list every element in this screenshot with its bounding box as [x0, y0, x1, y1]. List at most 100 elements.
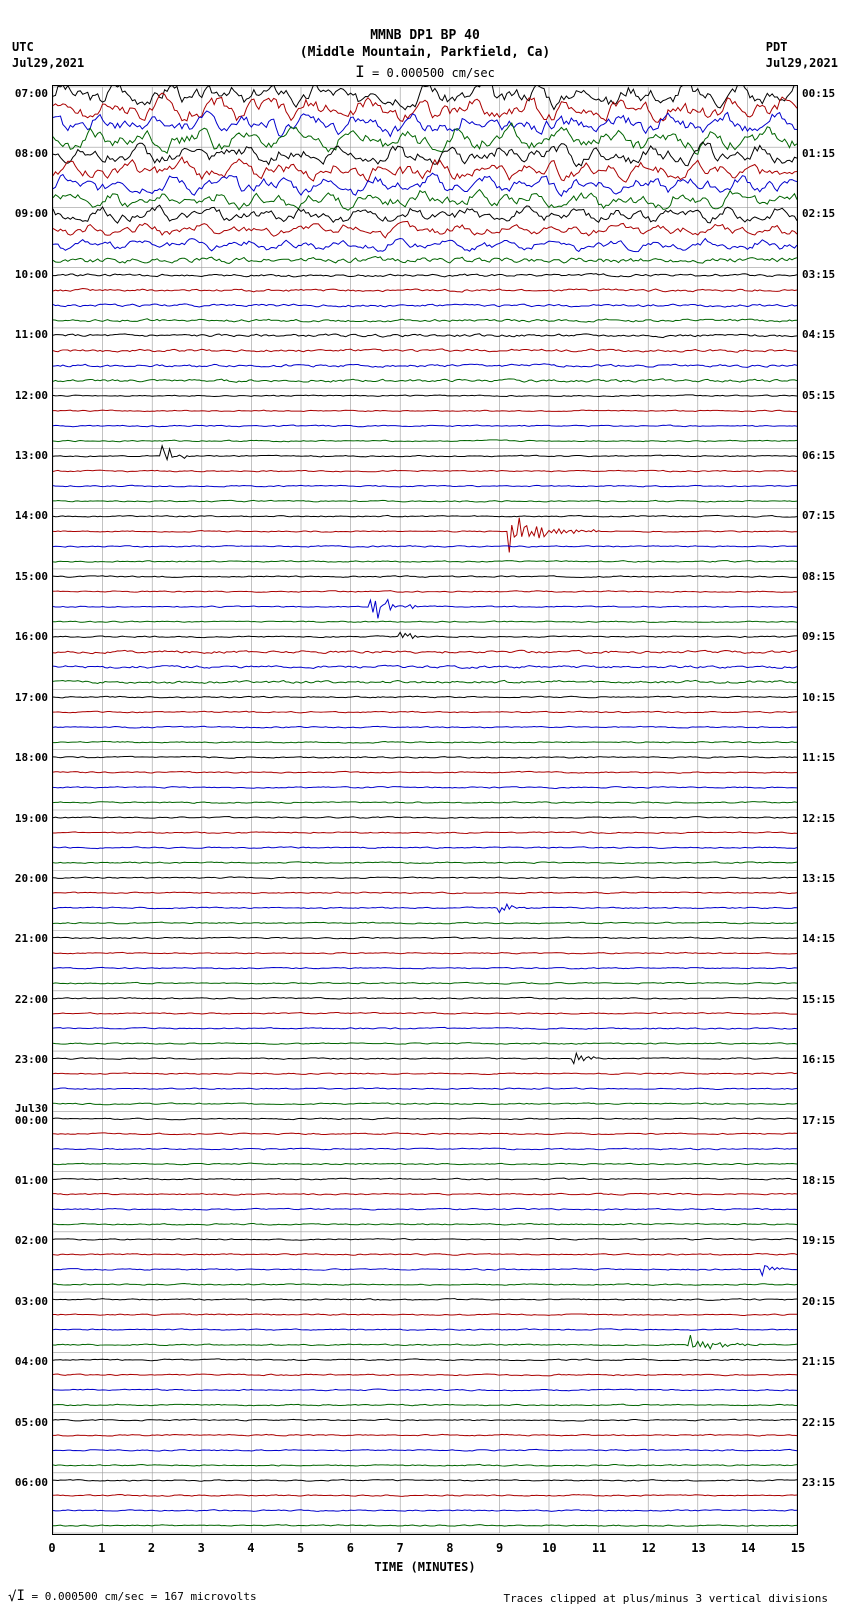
- seismic-trace: [53, 85, 797, 110]
- seismic-trace: [53, 1404, 797, 1406]
- x-tick-label: 9: [496, 1541, 503, 1555]
- seismic-trace: [53, 1088, 797, 1090]
- seismic-trace: [53, 904, 797, 913]
- seismic-trace: [53, 1495, 797, 1497]
- seismic-trace: [53, 1374, 797, 1376]
- seismic-trace: [53, 446, 797, 460]
- right-time-label: 08:15: [802, 570, 835, 583]
- x-tick-label: 7: [397, 1541, 404, 1555]
- right-time-label: 21:15: [802, 1355, 835, 1368]
- seismic-trace: [53, 1419, 797, 1421]
- right-time-label: 11:15: [802, 751, 835, 764]
- seismic-trace: [53, 274, 797, 277]
- seismic-trace: [53, 600, 797, 619]
- seismic-trace: [53, 816, 797, 818]
- seismic-trace: [53, 1510, 797, 1512]
- seismic-trace: [53, 221, 797, 237]
- seismic-trace: [53, 1238, 797, 1240]
- seismic-trace: [53, 1329, 797, 1331]
- seismic-trace: [53, 349, 797, 352]
- seismic-trace: [53, 847, 797, 849]
- left-time-label: 22:00: [15, 993, 48, 1006]
- seismic-trace: [53, 1335, 797, 1349]
- seismic-trace: [53, 1464, 797, 1466]
- seismic-trace: [53, 256, 797, 263]
- left-time-label: 08:00: [15, 147, 48, 160]
- seismic-trace: [53, 756, 797, 758]
- seismic-trace: [53, 1118, 797, 1120]
- seismic-trace: [53, 93, 797, 122]
- left-time-label: 04:00: [15, 1355, 48, 1368]
- right-time-label: 05:15: [802, 389, 835, 402]
- right-time-label: 06:15: [802, 449, 835, 462]
- x-tick-label: 8: [446, 1541, 453, 1555]
- seismic-trace: [53, 379, 797, 383]
- seismic-trace: [53, 576, 797, 578]
- right-time-label: 19:15: [802, 1234, 835, 1247]
- x-tick-label: 1: [98, 1541, 105, 1555]
- seismic-trace: [53, 1254, 797, 1256]
- seismic-trace: [53, 1012, 797, 1014]
- left-time-label: 17:00: [15, 691, 48, 704]
- right-time-label: 10:15: [802, 691, 835, 704]
- right-time-label: 02:15: [802, 207, 835, 220]
- seismic-trace: [53, 632, 797, 638]
- seismic-trace: [53, 862, 797, 864]
- seismic-trace: [53, 440, 797, 442]
- seismic-trace: [53, 515, 797, 517]
- seismic-trace: [53, 111, 797, 137]
- seismic-trace: [53, 877, 797, 879]
- seismic-trace: [53, 726, 797, 728]
- x-tick-label: 12: [642, 1541, 656, 1555]
- seismic-trace: [53, 1053, 797, 1063]
- seismic-trace: [53, 485, 797, 487]
- right-time-label: 22:15: [802, 1416, 835, 1429]
- seismic-trace: [53, 425, 797, 427]
- right-time-label: 15:15: [802, 993, 835, 1006]
- left-time-label: 11:00: [15, 328, 48, 341]
- seismic-trace: [53, 1193, 797, 1195]
- left-time-label: 02:00: [15, 1234, 48, 1247]
- seismic-trace: [53, 1073, 797, 1075]
- seismic-trace: [53, 802, 797, 804]
- seismic-trace: [53, 1389, 797, 1391]
- right-time-label: 23:15: [802, 1476, 835, 1489]
- right-time-label: 01:15: [802, 147, 835, 160]
- seismic-trace: [53, 1299, 797, 1301]
- seismic-trace: [53, 937, 797, 939]
- right-time-label: 17:15: [802, 1114, 835, 1127]
- x-tick-label: 13: [691, 1541, 705, 1555]
- footer-left: √I = 0.000500 cm/sec = 167 microvolts: [8, 1588, 257, 1605]
- x-tick-label: 10: [542, 1541, 556, 1555]
- x-tick-label: 3: [198, 1541, 205, 1555]
- x-tick-label: 14: [741, 1541, 755, 1555]
- seismic-trace: [53, 1163, 797, 1165]
- left-time-label: 10:00: [15, 268, 48, 281]
- left-time-label: 19:00: [15, 812, 48, 825]
- seismic-trace: [53, 741, 797, 743]
- timezone-right: PDT Jul29,2021: [766, 40, 838, 71]
- left-time-label: 16:00: [15, 630, 48, 643]
- x-tick-label: 0: [48, 1541, 55, 1555]
- seismic-trace: [53, 561, 797, 563]
- seismic-trace: [53, 1314, 797, 1316]
- seismic-trace: [53, 1480, 797, 1482]
- seismic-trace: [53, 395, 797, 397]
- timezone-left: UTC Jul29,2021: [12, 40, 84, 71]
- seismic-trace: [53, 1223, 797, 1225]
- seismic-trace: [53, 665, 797, 668]
- seismic-trace: [53, 1266, 797, 1276]
- seismic-trace: [53, 967, 797, 968]
- scale-indicator: I = 0.000500 cm/sec: [0, 62, 850, 81]
- seismogram-plot: [52, 85, 798, 1535]
- left-time-labels: 07:0008:0009:0010:0011:0012:0013:0014:00…: [0, 85, 50, 1535]
- right-time-label: 03:15: [802, 268, 835, 281]
- seismic-trace: [53, 205, 797, 223]
- seismic-trace: [53, 1284, 797, 1286]
- seismic-trace: [53, 190, 797, 211]
- seismic-trace: [53, 470, 797, 472]
- right-time-label: 00:15: [802, 87, 835, 100]
- x-tick-label: 6: [347, 1541, 354, 1555]
- seismic-trace: [53, 1178, 797, 1180]
- seismic-trace: [53, 289, 797, 293]
